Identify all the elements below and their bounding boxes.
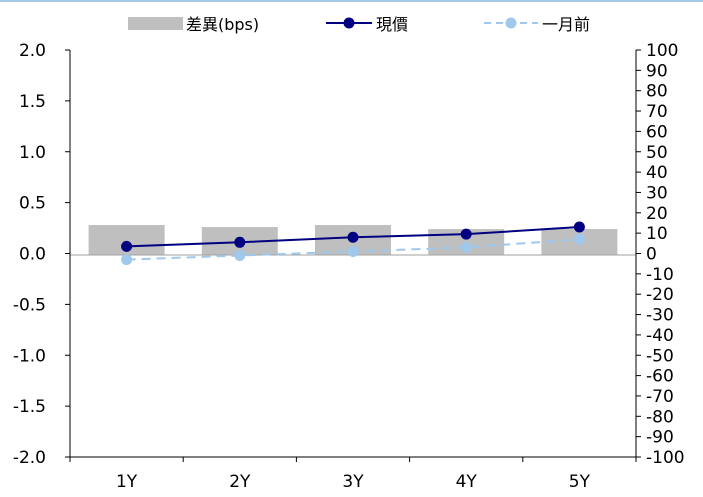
- x-tick-label: 5Y: [569, 472, 591, 492]
- y-right-tick-label: 70: [646, 102, 668, 122]
- y-right-tick-label: -50: [646, 346, 674, 366]
- x-tick-label: 3Y: [342, 472, 364, 492]
- point-current-1Y: [121, 240, 133, 252]
- y-right-tick-label: -30: [646, 306, 674, 326]
- y-right-tick-label: 50: [646, 143, 668, 163]
- point-month-ago-3Y: [347, 245, 359, 257]
- y-left-tick-label: 1.5: [19, 92, 46, 112]
- legend-label-current: 現價: [376, 15, 408, 34]
- point-current-3Y: [347, 231, 359, 243]
- legend-label-bar: 差異(bps): [186, 15, 259, 34]
- y-right-tick-label: 80: [646, 82, 668, 102]
- legend: 差異(bps) 現價 一月前: [128, 15, 590, 34]
- point-month-ago-5Y: [573, 233, 585, 245]
- point-current-2Y: [234, 236, 246, 248]
- point-current-5Y: [573, 221, 585, 233]
- y-left-tick-label: -2.0: [13, 448, 46, 468]
- y-right-tick-label: 30: [646, 183, 668, 203]
- point-month-ago-2Y: [234, 250, 246, 262]
- top-rule: [0, 0, 703, 2]
- point-month-ago-4Y: [460, 241, 472, 253]
- y-right-tick-label: -90: [646, 428, 674, 448]
- legend-marker-month-ago: [505, 17, 517, 29]
- y-left-tick-label: 1.0: [19, 143, 46, 163]
- x-tick-label: 4Y: [456, 472, 478, 492]
- y-left-tick-label: -1.0: [13, 346, 46, 366]
- y-right-tick-label: -70: [646, 387, 674, 407]
- x-tick-label: 2Y: [229, 472, 251, 492]
- y-right-tick-label: -20: [646, 285, 674, 305]
- y-right-tick-label: 10: [646, 224, 668, 244]
- legend-marker-current: [343, 17, 355, 29]
- y-right-tick-label: -100: [646, 448, 685, 468]
- y-right-tick-label: 100: [646, 41, 678, 61]
- y-right-tick-label: 40: [646, 163, 668, 183]
- y-left-tick-label: 2.0: [19, 41, 46, 61]
- y-right-tick-label: 0: [646, 245, 657, 265]
- point-current-4Y: [460, 228, 472, 240]
- y-right-tick-label: 60: [646, 122, 668, 142]
- y-right-tick-label: -60: [646, 367, 674, 387]
- y-right-tick-label: 20: [646, 204, 668, 224]
- y-left-tick-label: -1.5: [13, 397, 46, 417]
- y-right-tick-label: 90: [646, 61, 668, 81]
- y-right-tick-label: -80: [646, 407, 674, 427]
- y-right-tick-label: -40: [646, 326, 674, 346]
- y-left-tick-label: 0.0: [19, 245, 46, 265]
- legend-swatch-bar: [128, 17, 183, 30]
- legend-label-month-ago: 一月前: [542, 15, 590, 34]
- x-tick-label: 1Y: [116, 472, 138, 492]
- y-right-tick-label: -10: [646, 265, 674, 285]
- point-month-ago-1Y: [121, 254, 133, 266]
- y-left-tick-label: -0.5: [13, 295, 46, 315]
- y-left-tick-label: 0.5: [19, 194, 46, 214]
